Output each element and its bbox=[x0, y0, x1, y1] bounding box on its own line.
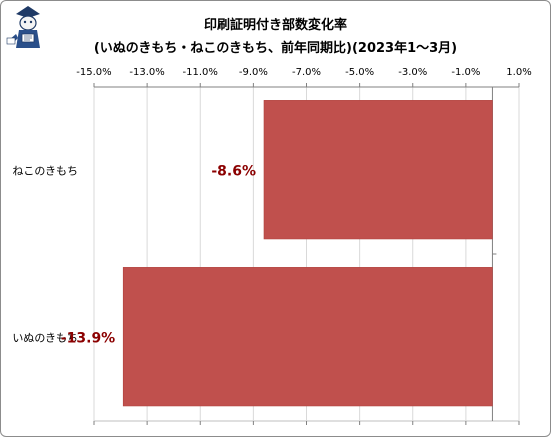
x-tick-label: 1.0% bbox=[506, 67, 531, 78]
x-tick-label: -15.0% bbox=[76, 67, 111, 78]
x-tick-label: -11.0% bbox=[183, 67, 218, 78]
chart-title-line-2: (いぬのきもち・ねこのきもち、前年同期比)(2023年1～3月) bbox=[93, 41, 458, 56]
mascot-logo-icon bbox=[6, 4, 50, 56]
x-tick-label: -9.0% bbox=[239, 67, 268, 78]
category-label: いぬのきもち bbox=[12, 332, 78, 345]
bar bbox=[263, 100, 493, 240]
chart-title-line-1: 印刷証明付き部数変化率 bbox=[203, 18, 347, 33]
data-label: -8.6% bbox=[211, 164, 256, 180]
x-tick-label: -1.0% bbox=[451, 67, 480, 78]
x-tick-label: -7.0% bbox=[292, 67, 321, 78]
bar bbox=[122, 267, 493, 407]
x-tick-label: -13.0% bbox=[129, 67, 164, 78]
x-tick-label: -3.0% bbox=[398, 67, 427, 78]
category-label: ねこのきもち bbox=[12, 165, 78, 178]
data-label: -13.9% bbox=[61, 331, 115, 347]
x-tick-label: -5.0% bbox=[345, 67, 374, 78]
